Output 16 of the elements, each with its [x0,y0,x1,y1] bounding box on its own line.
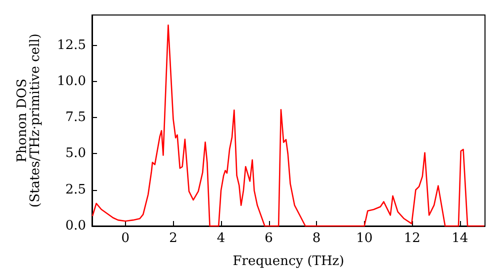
x-tick-label: 10 [356,231,373,246]
x-tick-label: 4 [216,231,226,246]
x-tick-label: 14 [452,231,468,246]
y-tick-label: 2.5 [65,182,86,198]
x-tick-label: 12 [404,231,420,246]
y-axis-title: Phonon DOS (States/THz·primitive cell) [15,33,43,208]
y-tick-label: 12.5 [57,38,86,53]
x-tick-label: 2 [169,231,178,246]
y-tick-label: 10.0 [57,74,86,89]
y-tick-label: 0.0 [65,218,86,234]
x-tick-label: 6 [264,231,273,246]
y-tick-label: 7.5 [65,110,86,126]
y-tick-label: 5.0 [65,146,86,162]
x-tick-label: 0 [121,231,130,246]
x-axis-title: Frequency (THz) [232,254,344,269]
x-tick-label: 8 [312,231,321,246]
